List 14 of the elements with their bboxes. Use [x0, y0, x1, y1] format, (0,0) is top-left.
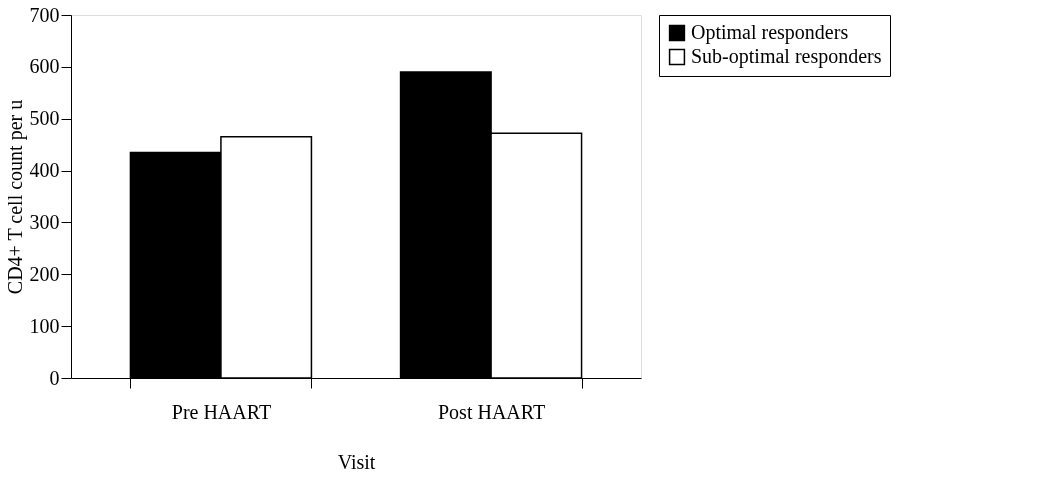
legend-label: Sub-optimal responders [691, 45, 882, 68]
y-tick-label: 100 [29, 314, 60, 337]
y-axis-title: CD4+ T cell count per u [3, 99, 27, 295]
y-tick-label: 700 [29, 3, 60, 26]
x-axis-title: Visit [337, 450, 376, 473]
x-tick-label: Post HAART [437, 400, 546, 423]
y-tick-label: 300 [29, 210, 60, 233]
y-tick-label: 400 [29, 159, 60, 182]
x-tick-label: Pre HAART [171, 400, 272, 423]
y-tick-label: 0 [49, 366, 60, 389]
y-tick-label: 600 [29, 55, 60, 78]
legend-label: Optimal responders [691, 21, 849, 44]
y-tick-label: 500 [29, 107, 60, 130]
y-tick-label: 200 [29, 262, 60, 285]
